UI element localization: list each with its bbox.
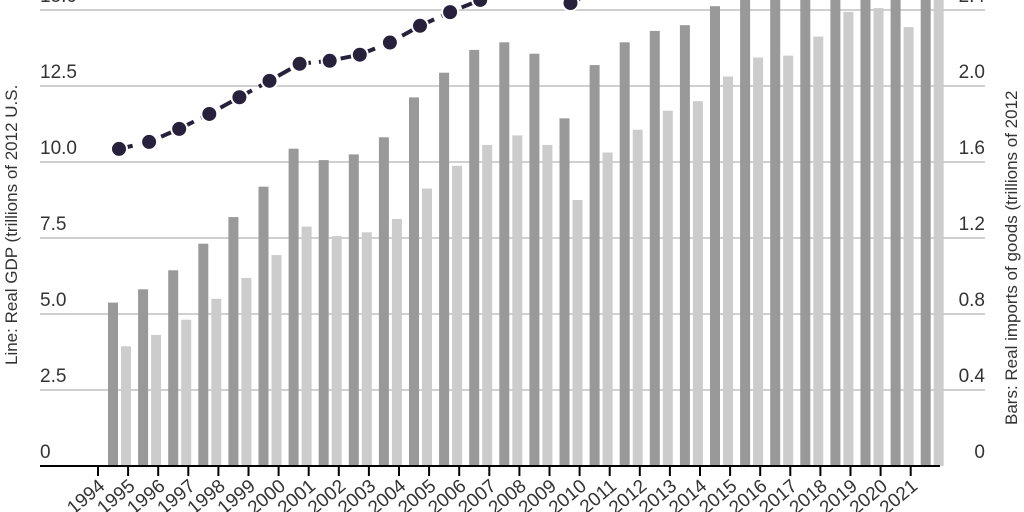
import-bar-dark (770, 0, 781, 466)
right-tick-label: 2.0 (959, 62, 985, 83)
import-bar-light (241, 277, 252, 466)
import-bar-dark (409, 97, 419, 467)
import-bar-light (452, 165, 463, 467)
import-bar-light (391, 219, 402, 466)
import-bar-dark (138, 289, 149, 466)
import-bar-light (662, 110, 673, 466)
import-bar-dark (890, 0, 901, 466)
right-axis-title: Bars: Real imports of goods (trillions o… (1002, 91, 1021, 426)
import-bar-dark (830, 0, 841, 466)
import-bar-dark (529, 53, 540, 466)
import-bar-light (783, 55, 794, 466)
import-bar-dark (679, 25, 690, 466)
gdp-point (350, 45, 369, 64)
import-bar-light (572, 200, 583, 466)
import-bar-dark (108, 302, 118, 466)
import-bar-dark (499, 42, 510, 467)
import-bar-light (271, 255, 282, 466)
left-tick-label: 15.0 (40, 0, 77, 7)
gdp-point (110, 139, 128, 158)
import-bar-light (723, 76, 733, 466)
import-bar-dark (710, 6, 720, 466)
import-bar-light (151, 334, 162, 466)
import-bar-light (301, 226, 312, 466)
import-bar-light (542, 144, 553, 466)
import-bar-dark (589, 65, 600, 466)
import-bar-light (482, 144, 493, 466)
import-bar-light (422, 188, 432, 466)
import-bar-light (692, 101, 703, 466)
gdp-point (380, 33, 399, 52)
gdp-line-series (110, 0, 582, 158)
gdp-point (471, 0, 490, 9)
import-bar-light (602, 152, 613, 466)
import-bar-dark (168, 270, 179, 466)
import-bar-light (933, 0, 944, 466)
import-bar-dark (800, 0, 811, 466)
import-bar-dark (740, 0, 751, 466)
gdp-point (200, 104, 219, 123)
gdp-point (320, 51, 339, 70)
left-axis-title: Line: Real GDP (trillions of 2012 U.S. (2, 85, 21, 365)
gdp-point (290, 54, 309, 73)
right-tick-label: 1.6 (959, 138, 985, 159)
right-tick-label: 2.4 (959, 0, 986, 7)
gdp-point (561, 0, 580, 13)
left-tick-label: 7.5 (40, 214, 66, 235)
import-bar-light (211, 298, 222, 466)
import-bar-light (512, 135, 523, 466)
bars (108, 0, 944, 467)
import-bar-light (181, 319, 192, 466)
left-tick-label: 5.0 (40, 290, 66, 311)
left-tick-label: 0 (40, 442, 51, 463)
right-tick-label: 0.8 (959, 290, 985, 311)
gdp-point (140, 132, 159, 151)
import-bar-light (753, 57, 764, 466)
left-tick-label: 2.5 (40, 366, 66, 387)
gdp-point (170, 119, 189, 138)
import-bar-light (632, 129, 643, 466)
gdp-point (441, 3, 460, 22)
gdp-point (230, 88, 249, 107)
import-bar-light (873, 8, 884, 466)
import-bar-dark (228, 217, 239, 466)
right-tick-label: 0 (974, 442, 985, 463)
left-tick-label: 12.5 (40, 62, 77, 83)
left-tick-label: 10.0 (40, 138, 77, 159)
gdp-point (411, 16, 429, 35)
import-bar-light (121, 346, 131, 466)
import-bar-dark (649, 30, 660, 467)
import-bar-dark (439, 72, 450, 466)
import-bar-light (331, 236, 342, 466)
import-bar-dark (198, 243, 209, 466)
import-bar-dark (378, 137, 389, 467)
import-bar-light (813, 36, 824, 466)
import-bar-dark (860, 0, 871, 466)
import-bar-dark (348, 154, 359, 466)
right-tick-label: 1.2 (959, 214, 985, 235)
import-bar-dark (469, 49, 480, 467)
import-bar-dark (619, 42, 630, 467)
import-bar-light (903, 27, 914, 466)
import-bar-light (361, 232, 372, 466)
import-bar-dark (258, 186, 269, 466)
gdp-point (260, 71, 279, 90)
import-bar-dark (559, 118, 570, 467)
import-bar-dark (318, 160, 329, 466)
import-bar-dark (288, 148, 299, 466)
import-bar-light (843, 11, 854, 467)
import-bar-dark (920, 0, 931, 466)
right-tick-label: 0.4 (959, 366, 986, 387)
